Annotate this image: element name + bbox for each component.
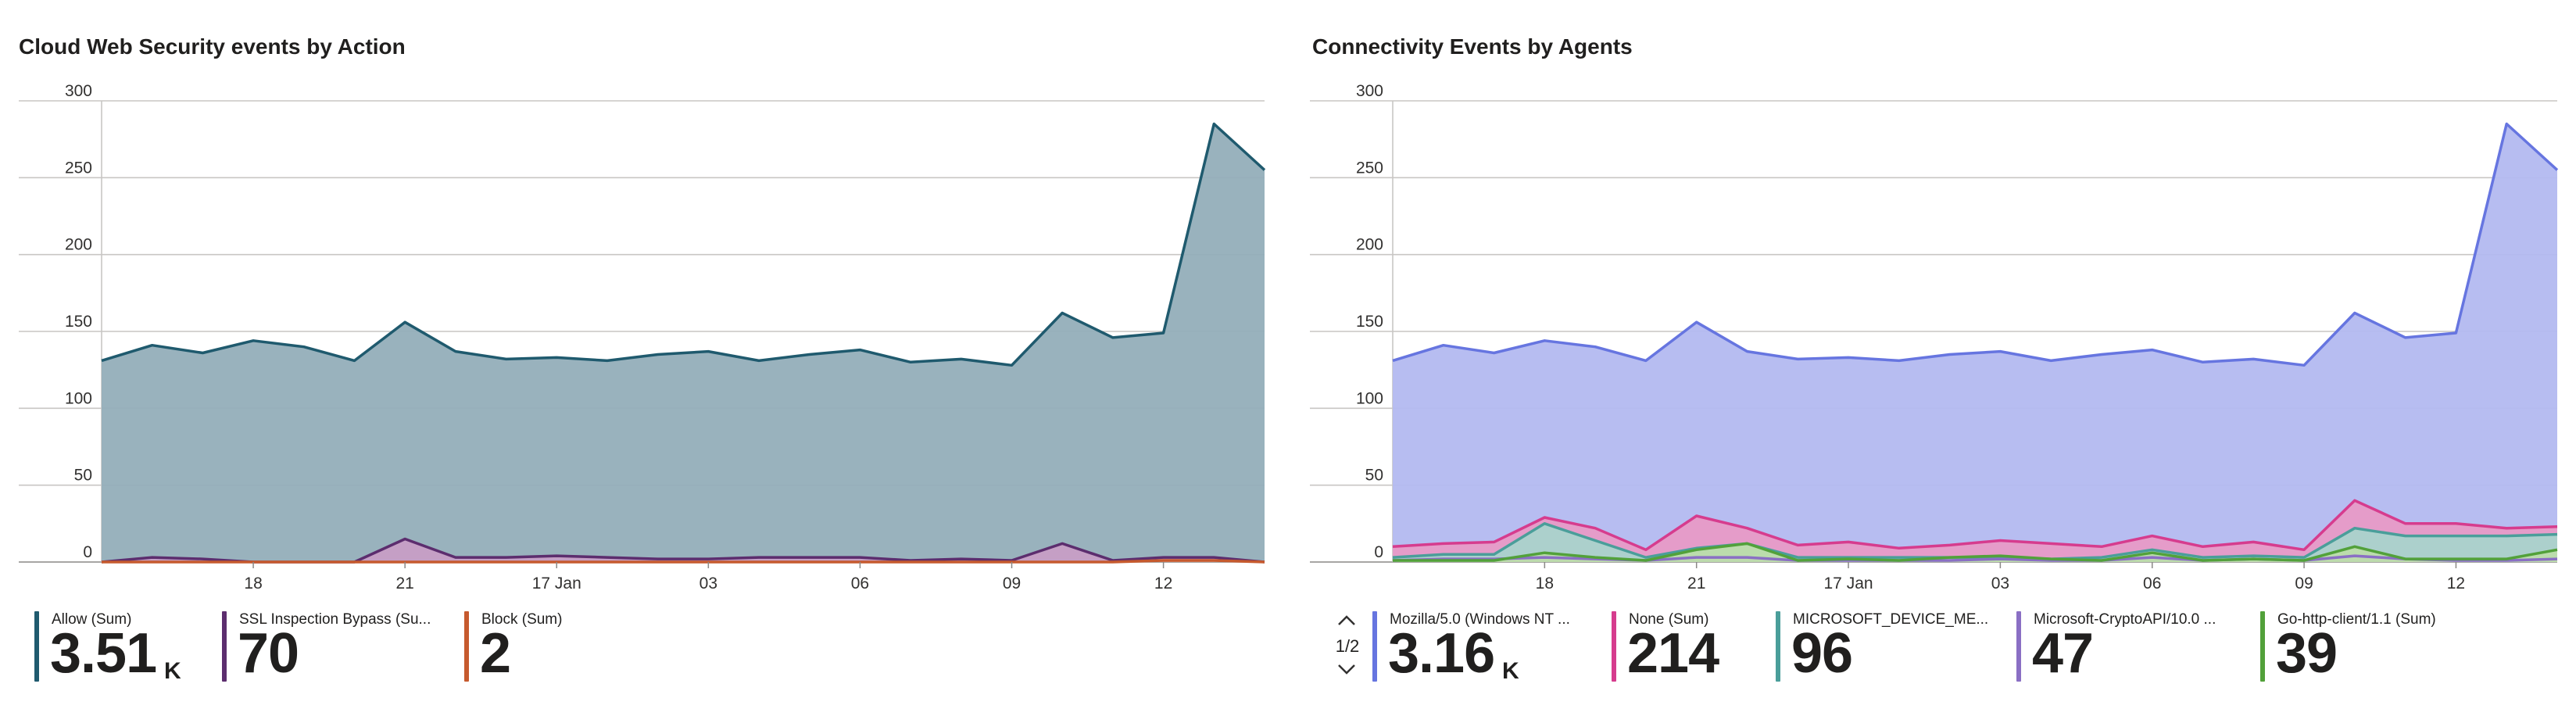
y-tick-label: 150 <box>65 313 92 331</box>
legend-color-swatch <box>222 611 227 682</box>
y-tick-label: 200 <box>65 236 92 254</box>
x-tick-label: 03 <box>1991 575 2009 592</box>
legend-color-swatch <box>1612 611 1616 682</box>
legend-value: 39 <box>2276 622 2338 685</box>
x-tick-label: 12 <box>2447 575 2465 592</box>
legend-color-swatch <box>1372 611 1377 682</box>
legend-value: 2 <box>480 622 511 685</box>
x-tick-label: 09 <box>1003 575 1021 592</box>
series-line <box>1392 122 2559 367</box>
area-chart-cloud-web-security[interactable]: 0 50 100 150 200 250 300 18 21 17 Jan 03 06 09 12 <box>0 75 1266 592</box>
legend-value-suffix: K <box>1502 658 1519 684</box>
chart-panel-cloud-web-security: Cloud Web Security events by Action 0 50 1… <box>0 0 1266 716</box>
series-line <box>1393 542 2558 562</box>
series-area <box>1393 500 2557 562</box>
x-tick-label: 17 Jan <box>1824 575 1873 592</box>
y-tick-label: 300 <box>65 82 92 100</box>
legend-color-swatch <box>464 611 469 682</box>
y-tick-label: 250 <box>1356 159 1383 177</box>
legend-value: 3.16 <box>1388 622 1495 685</box>
legend-color-swatch <box>1776 611 1780 682</box>
series-line <box>101 122 1266 367</box>
x-tick-label: 21 <box>395 575 413 592</box>
x-tick-label: 18 <box>1536 575 1554 592</box>
y-tick-label: 300 <box>1356 82 1383 100</box>
legend-value-suffix: K <box>164 658 181 684</box>
legend-value: 96 <box>1791 622 1853 685</box>
x-tick-label: 12 <box>1154 575 1172 592</box>
legend-color-swatch <box>2016 611 2021 682</box>
y-tick-label: 150 <box>1356 313 1383 331</box>
series-line <box>1392 554 2558 562</box>
legend-label: Block (Sum) <box>481 611 563 628</box>
y-tick-label: 0 <box>1374 543 1383 561</box>
series-area <box>102 539 1265 562</box>
area-chart-connectivity-events[interactable]: 0 50 100 150 200 250 300 18 21 17 Jan 03 06 09 12 <box>1297 75 2563 592</box>
legend-value: 214 <box>1627 622 1719 685</box>
legend-value: 3.51 <box>50 622 157 685</box>
x-tick-label: 17 Jan <box>532 575 581 592</box>
chevron-down-icon[interactable] <box>1336 661 1357 677</box>
y-tick-label: 200 <box>1356 236 1383 254</box>
legend-pager: 1/2 <box>1333 610 1361 703</box>
legend-color-swatch <box>34 611 39 682</box>
series-line <box>102 559 1265 564</box>
legend-value: 47 <box>2032 622 2094 685</box>
x-tick-label: 03 <box>699 575 717 592</box>
x-tick-label: 21 <box>1687 575 1705 592</box>
chart-panel-connectivity-events: Connectivity Events by Agents 0 50 100 150 2… <box>1297 0 2563 716</box>
series-area <box>102 124 1265 562</box>
x-tick-label: 06 <box>851 575 869 592</box>
x-tick-label: 18 <box>244 575 262 592</box>
x-tick-label: 06 <box>2143 575 2161 592</box>
y-tick-label: 50 <box>74 467 92 485</box>
series-line <box>1392 499 2558 552</box>
y-tick-label: 50 <box>1365 467 1383 485</box>
y-tick-label: 100 <box>65 389 92 407</box>
x-tick-label: 09 <box>2295 575 2313 592</box>
y-tick-label: 100 <box>1356 389 1383 407</box>
legend-page-indicator: 1/2 <box>1335 636 1360 656</box>
y-tick-label: 0 <box>83 543 92 561</box>
legend-color-swatch <box>2260 611 2265 682</box>
legend-value: 70 <box>238 622 299 685</box>
chevron-up-icon[interactable] <box>1336 613 1357 628</box>
chart-title: Cloud Web Security events by Action <box>19 34 406 59</box>
y-tick-label: 250 <box>65 159 92 177</box>
chart-title: Connectivity Events by Agents <box>1312 34 1633 59</box>
series-area <box>1393 124 2557 562</box>
